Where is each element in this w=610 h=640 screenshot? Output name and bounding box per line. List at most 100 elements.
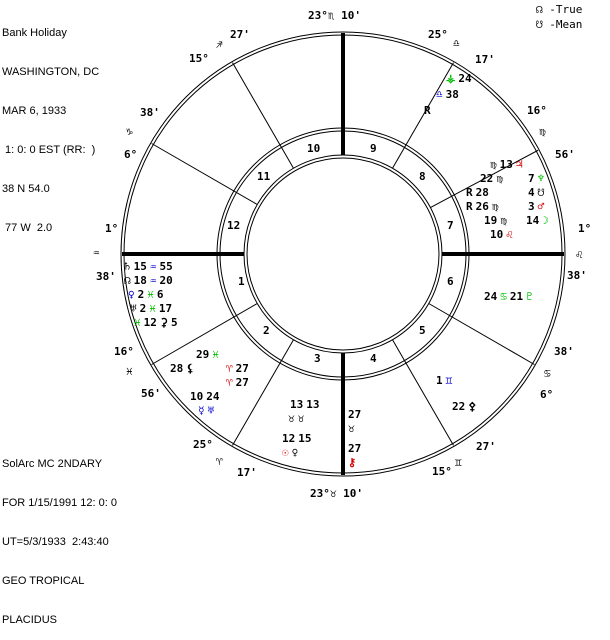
planet-glyph-or-degree: 24 [484,290,498,303]
planet-glyph-or-degree: 6 [157,288,164,301]
planet-glyph-or-degree: 29 [196,348,209,361]
house-number: 9 [370,142,377,155]
planet-glyph-or-degree: ♅ [208,404,215,417]
cusp-label: 38' [140,106,160,119]
chart-date: MAR 6, 1933 [2,105,67,117]
planet-glyph-or-degree: 13 [290,398,303,411]
house-cusp-line [428,303,535,365]
planet-glyph-or-degree: ☿ [198,404,205,417]
chart-latitude: 38 N 54.0 [2,183,50,195]
planet-glyph-or-degree: 21 [510,290,524,303]
planet-row: 4 ☋ [528,186,545,199]
house-number: 1 [238,275,245,288]
house-number: 10 [307,142,320,155]
chart-title: Bank Holiday [2,27,67,39]
cusp-label: 17' [237,466,257,479]
planet-row: 29 ♓ [196,348,219,361]
cusp-label: 23°♏ 10' [308,9,361,22]
house-system: PLACIDUS [2,614,58,626]
planet-row: R [424,104,431,117]
planet-row: ♍ 13 ♃ [490,158,523,171]
cusp-label: ♊ [455,456,462,469]
cusp-label: ♓ [126,365,133,378]
planet-row: ♄ 15 ♒ 55 [124,260,173,273]
planet-row: 19 ♍ [484,214,507,227]
planet-glyph-or-degree: ♉ [288,412,295,425]
planet-glyph-or-degree: 3 [528,200,535,213]
planet-glyph-or-degree: 24 [458,72,472,85]
house-number: 12 [227,219,240,232]
inner-ring [243,154,443,354]
planet-glyph-or-degree: ♊ [446,374,453,387]
cusp-label: 15° [432,465,452,478]
middle-ring [216,127,470,381]
planet-glyph-or-degree: 28 [170,362,183,375]
planet-row: R 28 [466,186,489,199]
planet-row: 27 [348,408,361,421]
planet-glyph-or-degree: ♓ [149,302,156,315]
planet-row: 22 ♍ [480,172,503,185]
planet-glyph-or-degree: ♀ [128,288,135,301]
planet-row: 27 [348,442,361,455]
planet-row: ♈ 27 [226,376,249,389]
progression-for-date: FOR 1/15/1991 12: 0: 0 [2,497,117,509]
cusp-label: 25° [428,28,448,41]
cusp-label: 1° [578,222,591,235]
planet-glyph-or-degree: 18 [134,274,147,287]
planet-glyph-or-degree: 27 [348,408,361,421]
planet-row: ♓ 12 ⚳ 5 [134,316,178,329]
house-cusp-line [151,143,258,205]
planet-glyph-or-degree: ⚳ [160,316,168,329]
planet-glyph-or-degree: 19 [484,214,497,227]
planet-row: 14 ☽ [526,214,549,227]
house-number: 6 [447,275,454,288]
cusp-label: 15° [189,52,209,65]
planet-glyph-or-degree: 38 [446,88,459,101]
planet-glyph-or-degree: ♌ [506,228,513,241]
progression-method: SolArc MC 2NDARY [2,458,103,470]
outer-ring [120,31,566,477]
planet-glyph-or-degree: R [424,104,431,117]
planet-glyph-or-degree: ♈ [226,376,233,389]
house-number: 7 [447,219,454,232]
cusp-label: 56' [555,148,575,161]
planet-glyph-or-degree: 27 [236,376,249,389]
planet-glyph-or-degree: 14 [526,214,540,227]
progression-ut: UT=5/3/1933 2:43:40 [2,536,109,548]
planet-row: 24 ♋ 21 ♇ [484,290,533,303]
planet-glyph-or-degree: ☉ [282,446,289,459]
planet-glyph-or-degree: ♉ [298,412,305,425]
house-cusp-line [430,149,539,208]
cusp-label: ♐ [216,38,223,51]
planet-glyph-or-degree: ♂ [538,200,545,213]
planet-glyph-or-degree: ☽ [542,214,549,227]
planet-glyph-or-degree: 24 [206,390,220,403]
planet-glyph-or-degree: ♀ [292,446,299,459]
planet-row: ⚷ [348,456,356,469]
planet-glyph-or-degree: ⚴ [468,400,476,413]
planet-glyph-or-degree: ⚷ [348,456,356,469]
planet-glyph-or-degree: 17 [159,302,172,315]
house-number: 5 [419,324,426,337]
chart-time: 1: 0: 0 EST (RR: ) [2,144,96,156]
planet-row: 12 15 [282,432,312,445]
planet-row: 3 ♂ [528,200,545,213]
planet-glyph-or-degree: 2 [140,302,147,315]
planet-glyph-or-degree: R [466,200,473,213]
planet-glyph-or-degree: ♍ [496,172,503,185]
cusp-label: ♑ [126,125,133,138]
legend-true-node: ☊ -True [536,3,583,16]
cusp-label: 16° [527,104,547,117]
planet-glyph-or-degree: 27 [348,442,361,455]
planet-glyph-or-degree: 10 [190,390,203,403]
house-number: 8 [419,170,426,183]
planet-glyph-or-degree: R [466,186,473,199]
middle-ring-inner-line [219,130,467,378]
cusp-label: 56' [141,387,161,400]
cusp-label: 25° [193,438,213,451]
cusp-label: 16° [114,345,134,358]
cusp-label: 6° [124,148,137,161]
planet-row: ☿ ♅ [198,404,215,417]
planet-glyph-or-degree: ♇ [526,290,533,303]
planet-glyph-or-degree: ♃ [516,158,523,171]
